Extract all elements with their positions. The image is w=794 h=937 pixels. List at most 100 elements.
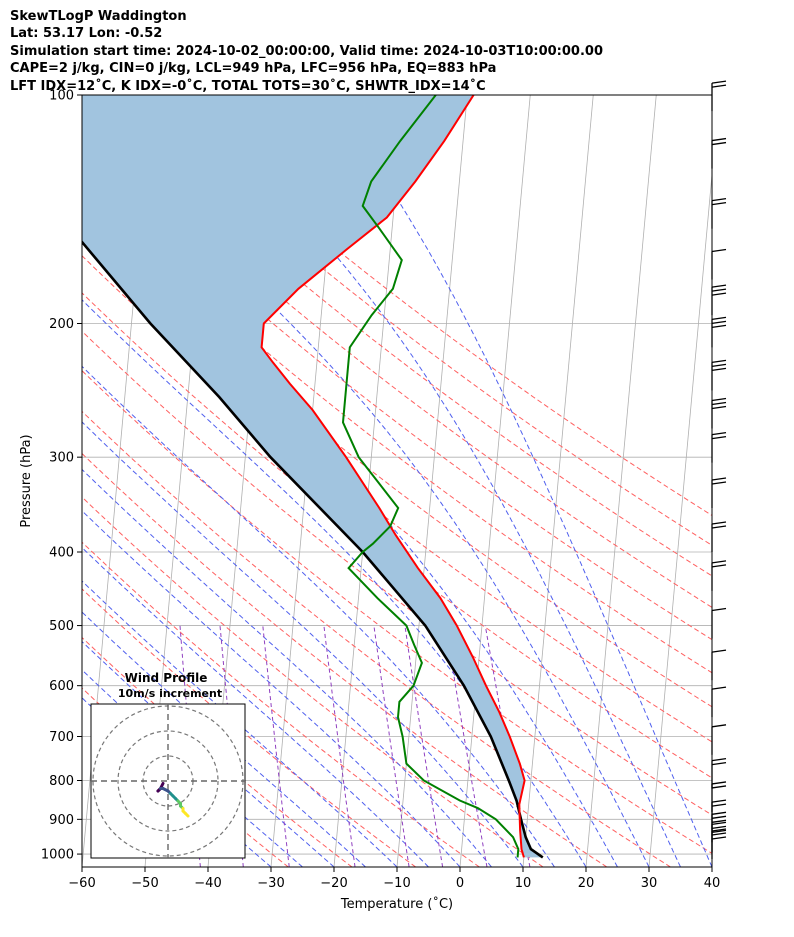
- chart-header: SkewTLogP Waddington Lat: 53.17 Lon: -0.…: [10, 8, 603, 95]
- wind-barb: [711, 284, 727, 316]
- barb-flag: [711, 248, 727, 253]
- x-tick-label: 40: [704, 876, 721, 891]
- barb-flag: [711, 80, 727, 84]
- barb-flag: [711, 758, 727, 762]
- inset-ring: [117, 730, 219, 832]
- barb-flag: [711, 560, 727, 564]
- moist-adiabat-line: [82, 546, 429, 867]
- dry-adiabat-line: [82, 410, 671, 867]
- isotherm-line: [459, 95, 531, 867]
- barb-flag: [711, 363, 727, 368]
- barb-flag: [711, 762, 727, 766]
- barb-flag: [711, 832, 727, 836]
- barb-flag: [711, 141, 727, 146]
- wind-barb: [711, 397, 727, 429]
- dry-adiabat-line: [82, 588, 416, 867]
- barb-flag: [711, 284, 727, 288]
- x-tick-label: −10: [383, 876, 410, 891]
- y-tick-label: 200: [49, 317, 74, 332]
- barb-flag: [711, 320, 727, 324]
- barb-flag: [711, 288, 727, 292]
- x-tick-label: 20: [578, 876, 595, 891]
- stability-line: LFT IDX=12˚C, K IDX=-0˚C, TOTAL TOTS=30˚…: [10, 78, 486, 94]
- x-tick-label: −50: [131, 876, 158, 891]
- isotherm-line: [585, 95, 657, 867]
- barb-flag: [711, 525, 727, 529]
- wind-barb: [711, 724, 727, 755]
- isotherm-line: [396, 95, 468, 867]
- moist-adiabat-line: [82, 580, 398, 867]
- barb-flag: [711, 397, 727, 402]
- barb-flag: [711, 481, 727, 485]
- wind-barb: [711, 649, 727, 681]
- barb-flag: [711, 819, 727, 823]
- barb-flag: [711, 431, 727, 436]
- location-line: Lat: 53.17 Lon: -0.52: [10, 26, 163, 42]
- moist-adiabat-line: [82, 299, 587, 867]
- wind-barb: [711, 316, 727, 348]
- inset-subtitle: 10m/s increment: [118, 687, 222, 700]
- barb-flag: [711, 521, 727, 525]
- moist-adiabat-line: [82, 468, 492, 867]
- y-tick-label: 800: [49, 774, 74, 789]
- y-tick-label: 400: [49, 546, 74, 561]
- barb-flag: [711, 477, 727, 481]
- dry-adiabat-line: [82, 370, 712, 854]
- cape-area: [82, 95, 543, 858]
- dry-adiabat-line: [124, 95, 712, 546]
- isotherm-line: [333, 95, 405, 867]
- wind-barb: [711, 431, 727, 463]
- barb-flag: [711, 564, 727, 568]
- barb-flag: [711, 292, 727, 296]
- x-tick-label: 0: [456, 876, 464, 891]
- moist-adiabat-line: [82, 510, 461, 867]
- dry-adiabat-line: [82, 496, 544, 867]
- barb-flag: [711, 324, 727, 328]
- indices-line: CAPE=2 j/kg, CIN=0 j/kg, LCL=949 hPa, LF…: [10, 61, 497, 77]
- wind-barb: [711, 198, 727, 229]
- dry-adiabat-line: [82, 452, 608, 867]
- dry-adiabat-line: [82, 183, 712, 674]
- y-axis-label: Pressure (hPa): [19, 434, 34, 527]
- barb-flag: [711, 821, 727, 826]
- mixing-ratio-line: [323, 625, 356, 867]
- dry-adiabat-line: [82, 541, 480, 867]
- inset-title: Wind Profile: [125, 671, 208, 685]
- y-tick-label: 100: [49, 89, 74, 104]
- cape-shading: [82, 95, 543, 858]
- dry-adiabat-line: [82, 149, 712, 641]
- barb-flag: [711, 202, 727, 206]
- wind-barb: [711, 137, 727, 169]
- chart-axes: −60 −50 −40 −30 −20 −10 0 10 20 30 40 100 200 300 400 5…: [19, 89, 720, 913]
- barb-flag: [711, 803, 727, 807]
- wind-barb: [711, 248, 727, 280]
- x-tick-label: −40: [194, 876, 221, 891]
- barb-flag: [711, 435, 727, 440]
- dry-adiabat-line: [82, 116, 712, 608]
- x-axis-label: Temperature (˚C): [340, 896, 453, 912]
- dewpoint-line: [341, 95, 520, 858]
- wind-barb: [711, 359, 727, 391]
- barb-flag: [711, 607, 727, 612]
- moist-adiabat-line: [82, 118, 650, 867]
- dry-adiabat-line: [82, 292, 712, 779]
- wind-barbs: [711, 80, 727, 859]
- moist-adiabat-line: [82, 365, 555, 867]
- chart-title: SkewTLogP Waddington: [10, 9, 187, 24]
- time-line: Simulation start time: 2024-10-02_00:00:…: [10, 43, 603, 59]
- wind-barb: [711, 560, 727, 591]
- isotherm-line: [711, 862, 712, 867]
- parcel-line: [82, 240, 544, 859]
- mixing-ratio-line: [445, 625, 488, 867]
- profile-lines: [82, 95, 544, 859]
- inset-hodograph-segment: [184, 812, 190, 818]
- wind-barb: [711, 521, 727, 553]
- mixing-ratio-line: [262, 625, 290, 867]
- x-tick-label: 10: [515, 876, 532, 891]
- x-tick-label: −60: [68, 876, 95, 891]
- barb-flag: [711, 799, 727, 803]
- dry-adiabat-line: [82, 636, 353, 867]
- y-tick-label: 600: [49, 679, 74, 694]
- barb-flag: [711, 84, 727, 88]
- barb-flag: [711, 649, 727, 653]
